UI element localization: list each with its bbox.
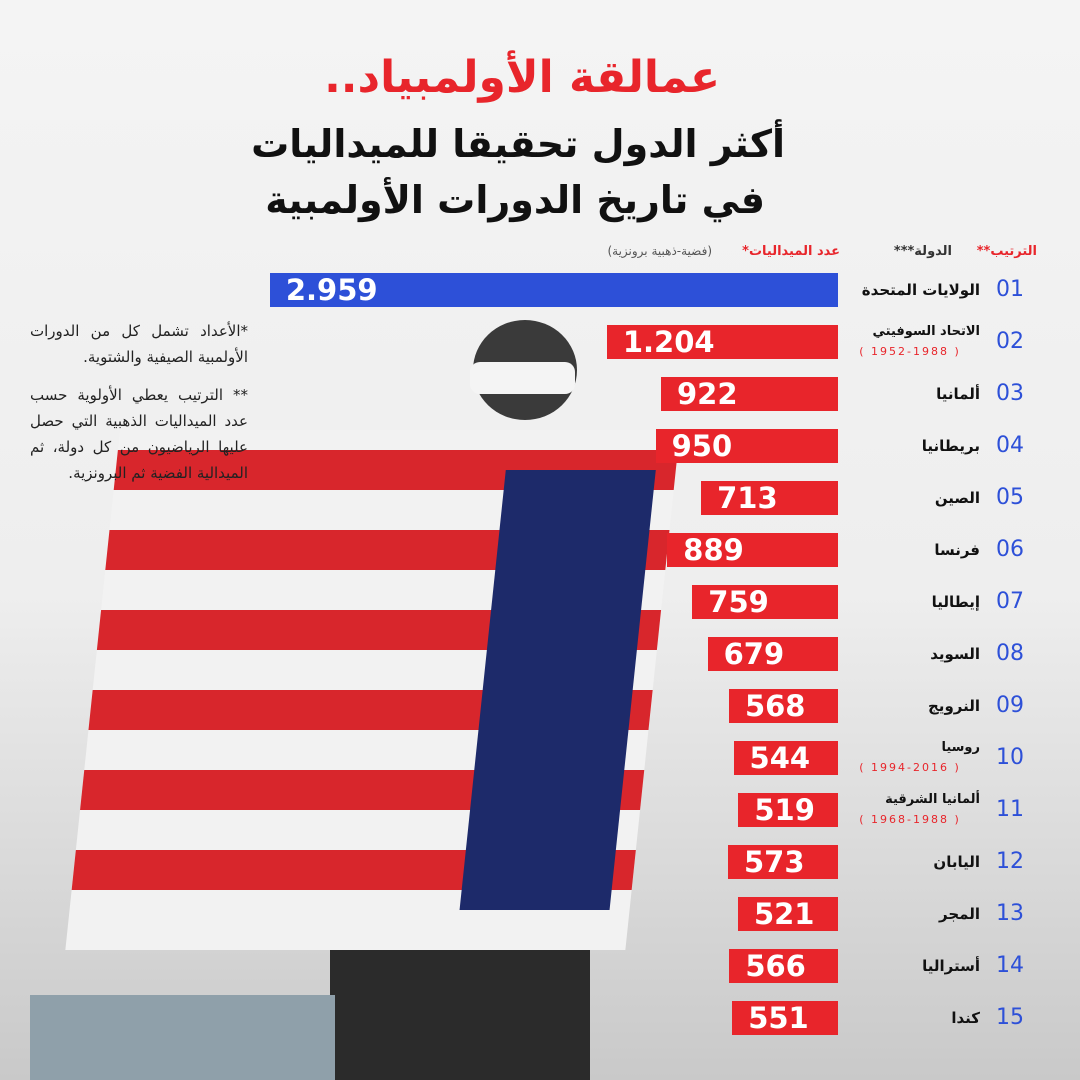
bar [738,793,838,827]
value-label: 519 [754,793,815,827]
value-label: 1.204 [622,325,715,359]
category-label: ألمانيا [936,385,980,403]
rank-label: 15 [996,1005,1024,1030]
rank-label: 03 [996,381,1024,406]
bar [727,845,838,879]
bar [728,689,838,723]
bar [667,533,838,567]
category-label: النرويج [928,697,980,715]
rank-label: 09 [996,693,1024,718]
subtitle-line: في تاريخ الدورات الأولمبية [265,178,765,222]
value-label: 950 [671,429,733,463]
rank-label: 14 [996,953,1024,978]
category-label: اليابان [933,853,980,871]
title: عمالقة الأولمبياد.. [324,52,720,103]
grey-box [30,995,335,1080]
bar [732,1001,838,1035]
flag [65,430,680,950]
rank-label: 12 [996,849,1024,874]
category-note: ( 1968-1988 ) [859,813,961,826]
category-label: فرنسا [934,541,980,559]
note: *الأعداد تشمل كل من الدورات الأولمبية ال… [30,322,248,366]
value-label: 521 [753,897,815,931]
value-label: 566 [745,949,806,983]
category-note: ( 1994-2016 ) [859,761,961,774]
category-label: روسيا [941,740,980,755]
value-label: 573 [743,845,805,879]
header-country: الدولة*** [893,244,952,259]
value-label: 544 [749,741,811,775]
rank-label: 05 [996,485,1024,510]
rank-label: 10 [996,745,1024,770]
value-label: 2.959 [285,273,378,307]
bar [701,481,838,515]
bar [269,273,838,307]
flag-canton [459,470,656,910]
bar [737,897,838,931]
rank-label: 04 [996,433,1024,458]
header-rank: الترتيب** [976,244,1037,259]
category-label: كندا [951,1009,980,1027]
category-label: الولايات المتحدة [861,281,980,299]
header-value: عدد الميداليات* [742,244,840,259]
value-label: 713 [717,481,778,515]
headband [470,362,575,394]
value-label: 551 [748,1001,809,1035]
header-value-note: (فضية-ذهبية برونزية) [607,244,712,258]
value-label: 759 [708,585,769,619]
subtitle-line: أكثر الدول تحقيقا للميداليات [251,122,785,166]
category-label: الاتحاد السوفيتي [872,324,980,339]
value-label: 568 [744,689,806,723]
bar [729,949,838,983]
bar [606,325,838,359]
category-label: بريطانيا [921,437,980,455]
rank-label: 08 [996,641,1024,666]
bar [733,741,838,775]
value-label: 679 [723,637,785,671]
category-label: ألمانيا الشرقية [885,792,980,807]
value-label: 889 [683,533,744,567]
rank-label: 11 [996,797,1024,822]
category-label: السويد [930,645,980,663]
category-label: المجر [939,905,980,923]
notes: *الأعداد تشمل كل من الدورات الأولمبية ال… [30,318,248,486]
rank-label: 02 [996,329,1024,354]
bar [692,585,838,619]
category-note: ( 1952-1988 ) [859,345,961,358]
note: ** الترتيب يعطي الأولوية حسب عدد الميدال… [30,386,248,482]
category-label: إيطاليا [931,593,980,611]
rank-label: 07 [996,589,1024,614]
rank-label: 06 [996,537,1024,562]
category-label: أستراليا [922,957,980,975]
bar [707,637,838,671]
bar [660,377,838,411]
value-label: 922 [676,377,738,411]
bar [655,429,838,463]
category-label: الصين [934,489,980,507]
rank-label: 13 [996,901,1024,926]
rank-label: 01 [996,277,1024,302]
